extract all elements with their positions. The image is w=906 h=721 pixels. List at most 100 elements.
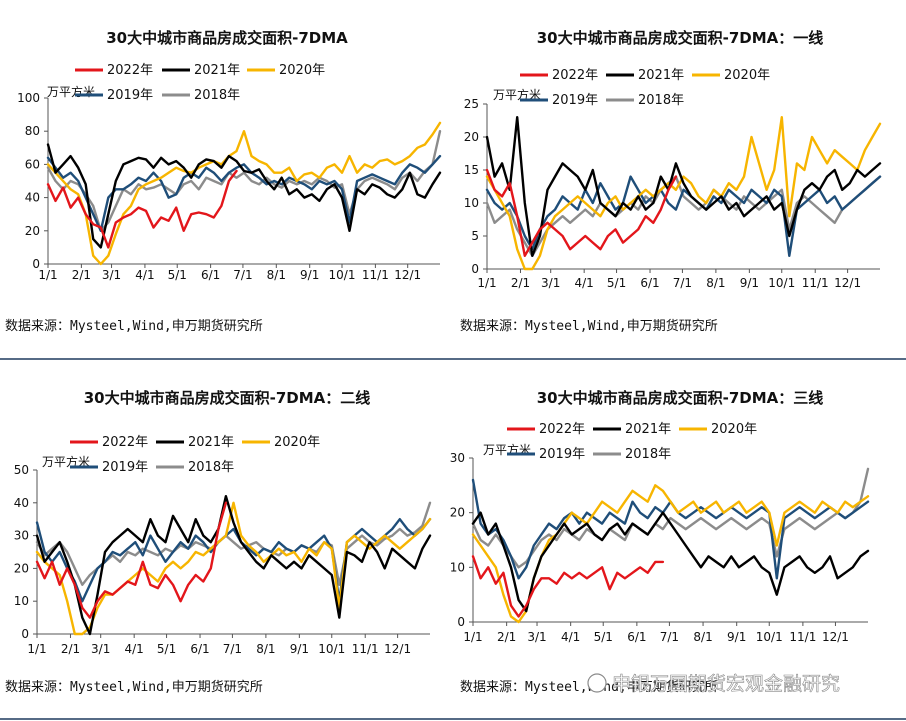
- x-tick-label: 7/1: [223, 642, 242, 656]
- series-line-2021年: [485, 115, 882, 258]
- legend-label: 2019年: [539, 447, 585, 462]
- x-tick-label: 10/1: [756, 630, 783, 644]
- chart-title: 30大中城市商品房成交面积-7DMA：三线: [537, 389, 824, 407]
- series-line-2022年: [485, 168, 678, 258]
- x-tick-label: 1/1: [27, 642, 46, 656]
- x-tick-label: 5/1: [157, 642, 176, 656]
- x-tick-label: 11/1: [362, 268, 389, 282]
- x-tick-label: 8/1: [706, 276, 725, 290]
- x-tick-label: 12/1: [394, 268, 421, 282]
- y-tick-label: 25: [464, 97, 479, 111]
- x-tick-label: 12/1: [834, 276, 861, 290]
- y-tick-label: 0: [471, 262, 479, 276]
- y-tick-label: 20: [450, 506, 465, 520]
- x-tick-label: 5/1: [594, 630, 613, 644]
- x-tick-label: 4/1: [125, 642, 144, 656]
- x-tick-label: 3/1: [91, 642, 110, 656]
- y-tick-label: 20: [464, 130, 479, 144]
- x-tick-label: 1/1: [38, 268, 57, 282]
- y-tick-label: 0: [21, 627, 29, 641]
- y-tick-label: 15: [464, 163, 479, 177]
- series-line-2020年: [485, 115, 882, 271]
- legend-label: 2019年: [552, 93, 598, 108]
- legend-label: 2019年: [107, 88, 153, 103]
- y-tick-label: 20: [14, 561, 29, 575]
- legend-label: 2021年: [638, 68, 684, 83]
- legend-label: 2022年: [102, 435, 148, 450]
- source-note: 数据来源：Mysteel,Wind,申万期货研究所: [5, 318, 263, 334]
- source-note: 数据来源：Mysteel,Wind,申万期货研究所: [460, 318, 718, 334]
- series-line-2019年: [485, 175, 882, 258]
- y-tick-label: 40: [25, 191, 40, 205]
- x-tick-label: 6/1: [201, 268, 220, 282]
- x-tick-label: 2/1: [61, 642, 80, 656]
- y-tick-label: 30: [14, 529, 29, 543]
- y-tick-label: 100: [17, 91, 40, 105]
- y-unit-label: 万平方米: [42, 454, 90, 469]
- x-tick-label: 4/1: [575, 276, 594, 290]
- legend-label: 2020年: [711, 422, 757, 437]
- series-line-2020年: [35, 501, 432, 636]
- x-tick-label: 1/1: [463, 630, 482, 644]
- x-tick-label: 4/1: [135, 268, 154, 282]
- x-tick-label: 9/1: [300, 268, 319, 282]
- x-tick-label: 6/1: [627, 630, 646, 644]
- x-tick-label: 2/1: [72, 268, 91, 282]
- chart-panel-tier3: 30大中城市商品房成交面积-7DMA：三线 万平方米 数据来源：Mysteel,…: [450, 389, 870, 695]
- legend-label: 2021年: [625, 422, 671, 437]
- y-tick-label: 0: [457, 615, 465, 629]
- x-tick-label: 9/1: [727, 630, 746, 644]
- x-tick-label: 2/1: [497, 630, 516, 644]
- chart-panel-tier1: 30大中城市商品房成交面积-7DMA：一线 万平方米 数据来源：Mysteel,…: [460, 29, 882, 334]
- legend-label: 2019年: [102, 460, 148, 475]
- series-line-2022年: [35, 501, 228, 619]
- x-tick-label: 7/1: [233, 268, 252, 282]
- x-tick-label: 11/1: [352, 642, 379, 656]
- x-tick-label: 4/1: [561, 630, 580, 644]
- y-unit-label: 万平方米: [493, 87, 541, 102]
- x-tick-label: 9/1: [290, 642, 309, 656]
- x-tick-label: 7/1: [660, 630, 679, 644]
- x-tick-label: 9/1: [740, 276, 759, 290]
- series-line-2018年: [471, 467, 870, 569]
- x-tick-label: 8/1: [267, 268, 286, 282]
- y-tick-label: 50: [14, 463, 29, 477]
- x-tick-label: 3/1: [527, 630, 546, 644]
- series-line-2018年: [46, 129, 442, 233]
- x-tick-label: 8/1: [693, 630, 712, 644]
- legend-label: 2021年: [194, 63, 240, 78]
- y-unit-label: 万平方米: [47, 84, 95, 99]
- x-tick-label: 3/1: [102, 268, 121, 282]
- y-tick-label: 0: [32, 257, 40, 271]
- series-line-2021年: [471, 511, 870, 613]
- series-line-2018年: [485, 175, 882, 258]
- x-tick-label: 11/1: [802, 276, 829, 290]
- y-tick-label: 30: [450, 451, 465, 465]
- y-tick-label: 80: [25, 124, 40, 138]
- y-tick-label: 10: [464, 196, 479, 210]
- y-tick-label: 10: [14, 594, 29, 608]
- watermark-text: 申银万国期货宏观金融研究: [612, 673, 840, 695]
- x-tick-label: 10/1: [318, 642, 345, 656]
- legend-label: 2022年: [539, 422, 585, 437]
- x-tick-label: 5/1: [607, 276, 626, 290]
- chart-panel-tier2: 30大中城市商品房成交面积-7DMA：二线 万平方米 数据来源：Mysteel,…: [5, 389, 432, 695]
- x-tick-label: 12/1: [384, 642, 411, 656]
- series-line-2021年: [46, 143, 442, 249]
- watermark: 申银万国期货宏观金融研究: [587, 673, 840, 695]
- legend-label: 2020年: [724, 68, 770, 83]
- x-tick-label: 12/1: [822, 630, 849, 644]
- series-line-2019年: [471, 478, 870, 580]
- x-tick-label: 10/1: [329, 268, 356, 282]
- x-tick-label: 11/1: [789, 630, 816, 644]
- x-tick-label: 2/1: [511, 276, 530, 290]
- chart-title: 30大中城市商品房成交面积-7DMA: [106, 29, 348, 47]
- chart-title: 30大中城市商品房成交面积-7DMA：二线: [84, 389, 371, 407]
- legend-label: 2018年: [188, 460, 234, 475]
- series-line-2022年: [46, 169, 238, 249]
- x-tick-label: 10/1: [768, 276, 795, 290]
- legend-label: 2022年: [552, 68, 598, 83]
- legend-label: 2022年: [107, 63, 153, 78]
- y-tick-label: 40: [14, 496, 29, 510]
